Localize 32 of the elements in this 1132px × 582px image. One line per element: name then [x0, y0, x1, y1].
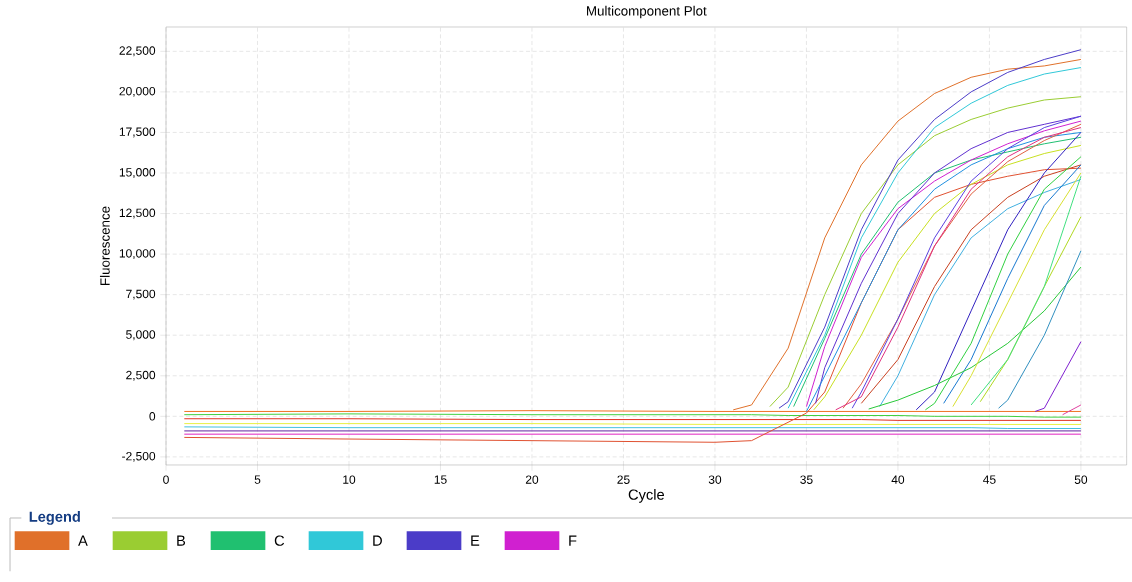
legend-label: F: [569, 535, 577, 546]
y-tick-label: 5,000: [126, 330, 156, 341]
y-tick-label: 12,500: [119, 208, 156, 219]
legend-title: Legend: [29, 511, 80, 525]
legend-label: A: [78, 535, 88, 546]
x-tick-label: 20: [525, 475, 539, 484]
y-tick-label: 22,500: [119, 46, 156, 57]
y-tick-label: 15,000: [119, 168, 156, 178]
x-tick-label: 10: [343, 475, 356, 484]
x-tick-label: 30: [708, 475, 722, 484]
legend-label: C: [274, 535, 285, 546]
y-axis-title: Fluorescence: [99, 206, 110, 285]
y-tick-label: 17,500: [119, 127, 156, 138]
x-tick-label: 5: [254, 475, 261, 484]
x-tick-label: 15: [434, 475, 447, 484]
x-tick-label: 50: [1074, 475, 1088, 484]
x-tick-label: 40: [891, 475, 905, 484]
y-tick-label: 2,500: [126, 370, 156, 381]
x-axis-title: Cycle: [628, 489, 665, 503]
x-tick-label: 25: [617, 475, 630, 484]
chart-title: Multicomponent Plot: [587, 5, 707, 19]
y-tick-label: 7,500: [126, 289, 156, 300]
x-tick-label: 35: [800, 475, 813, 484]
y-tick-label: 20,000: [119, 86, 156, 97]
legend-label: D: [373, 535, 382, 546]
legend-label: B: [177, 535, 186, 546]
x-tick-label: 0: [163, 475, 169, 484]
x-tick-label: 45: [983, 475, 996, 484]
y-tick-label: 0: [149, 412, 156, 421]
y-tick-label: -2,500: [122, 451, 156, 462]
y-tick-label: 10,000: [119, 249, 156, 260]
legend-label: E: [471, 535, 480, 546]
